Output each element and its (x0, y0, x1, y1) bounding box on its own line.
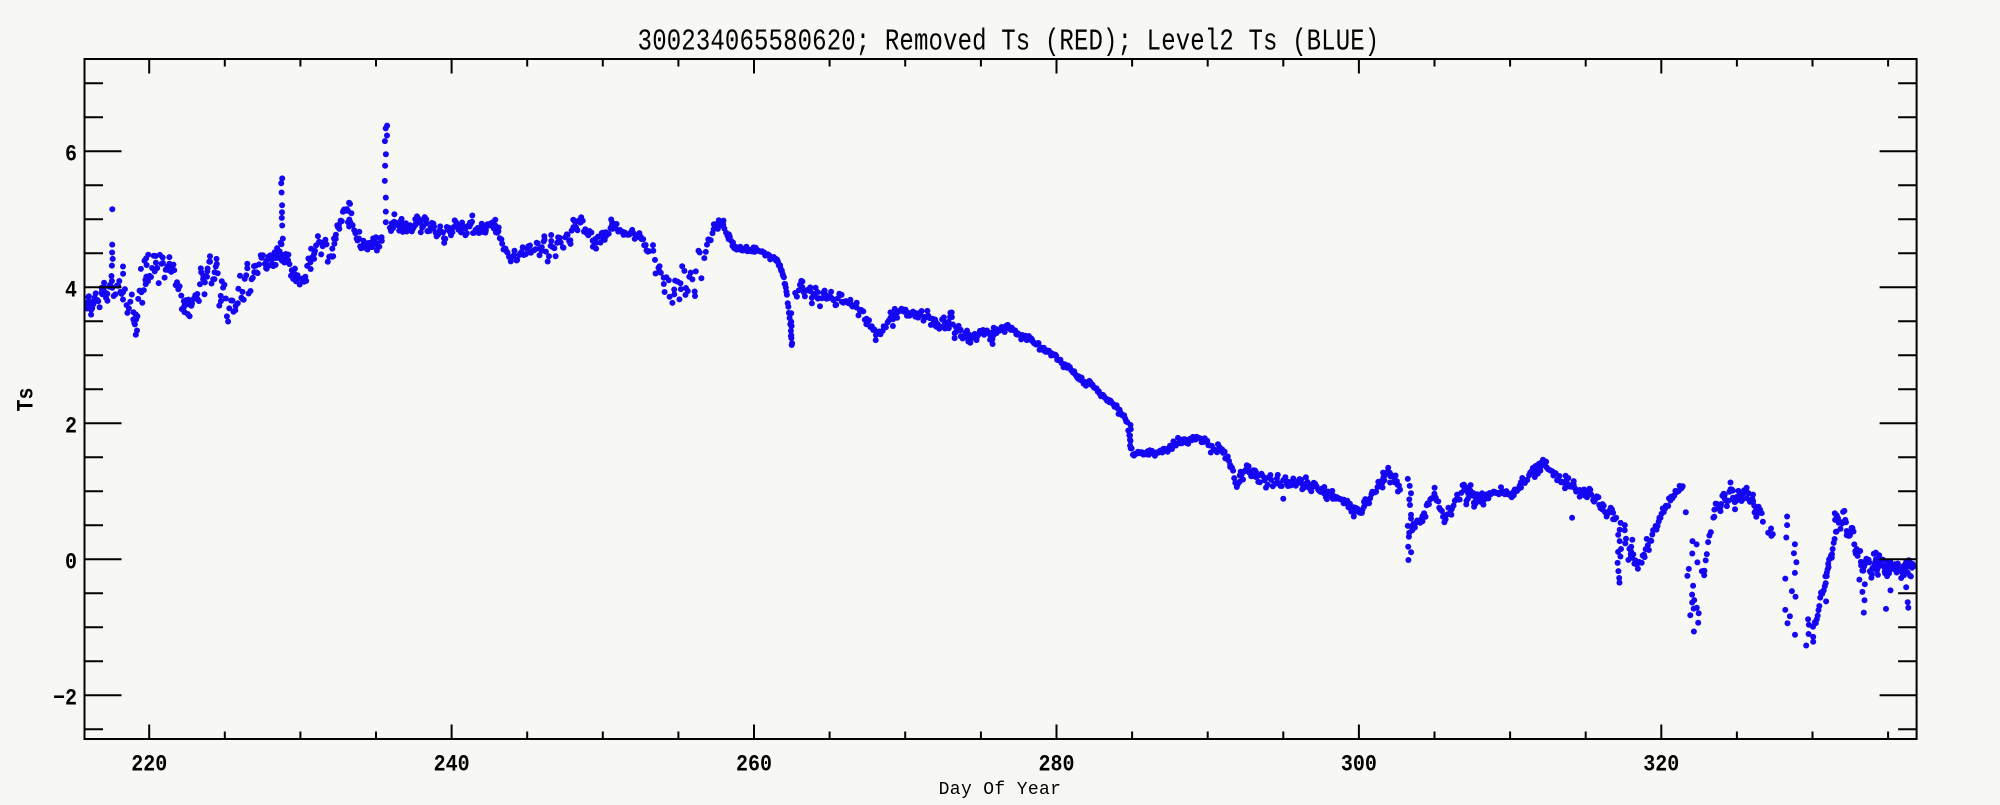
svg-text:Day Of Year: Day Of Year (939, 780, 1062, 800)
svg-text:Ts: Ts (13, 388, 40, 412)
svg-text:280: 280 (1039, 751, 1075, 778)
svg-text:6: 6 (65, 141, 77, 168)
svg-text:2: 2 (65, 413, 77, 440)
svg-text:4: 4 (65, 277, 77, 304)
svg-text:260: 260 (736, 751, 772, 778)
svg-text:−2: −2 (53, 685, 77, 712)
svg-text:240: 240 (434, 751, 470, 778)
svg-text:300: 300 (1341, 751, 1377, 778)
svg-text:300234065580620; Removed Ts (R: 300234065580620; Removed Ts (RED); Level… (638, 25, 1380, 59)
svg-text:0: 0 (65, 549, 77, 576)
svg-text:220: 220 (131, 751, 167, 778)
svg-text:320: 320 (1643, 751, 1679, 778)
